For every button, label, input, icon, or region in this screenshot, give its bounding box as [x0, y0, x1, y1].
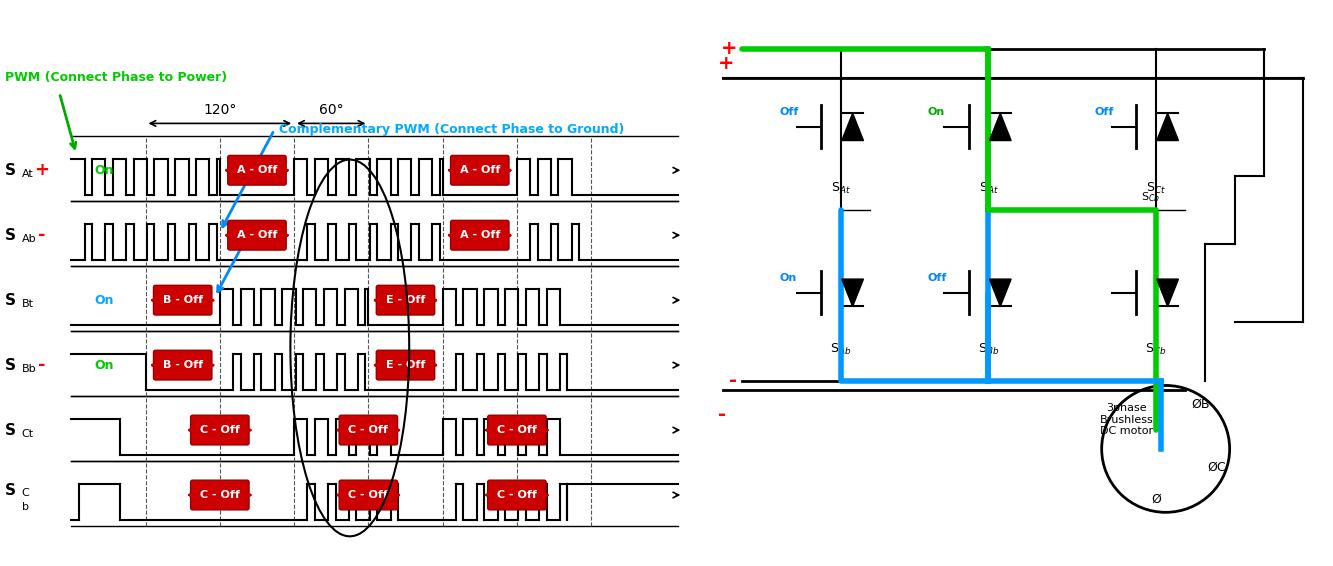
- Text: S$_{Ab}$: S$_{Ab}$: [830, 341, 852, 357]
- FancyBboxPatch shape: [451, 156, 509, 185]
- Text: C - Off: C - Off: [497, 490, 537, 500]
- Text: S: S: [5, 483, 16, 498]
- FancyBboxPatch shape: [376, 285, 435, 315]
- Text: +: +: [717, 54, 734, 73]
- Text: 120°: 120°: [203, 103, 236, 117]
- Text: Complementary PWM (Connect Phase to Ground): Complementary PWM (Connect Phase to Grou…: [279, 123, 625, 136]
- Text: B - Off: B - Off: [163, 360, 203, 370]
- Text: On: On: [95, 294, 113, 307]
- FancyBboxPatch shape: [191, 480, 249, 510]
- Text: A - Off: A - Off: [460, 165, 500, 175]
- Text: Bb: Bb: [21, 364, 36, 374]
- Text: Bt: Bt: [21, 299, 33, 309]
- FancyBboxPatch shape: [191, 415, 249, 445]
- FancyBboxPatch shape: [153, 285, 212, 315]
- Text: Off: Off: [1094, 107, 1114, 117]
- Text: A - Off: A - Off: [237, 230, 277, 240]
- Text: C - Off: C - Off: [348, 490, 388, 500]
- Text: ØB: ØB: [1190, 398, 1209, 411]
- Text: S: S: [5, 423, 16, 438]
- FancyBboxPatch shape: [451, 220, 509, 250]
- Text: At: At: [21, 169, 33, 179]
- Text: C - Off: C - Off: [348, 425, 388, 435]
- FancyBboxPatch shape: [488, 415, 547, 445]
- Text: 3phase
Brushless
DC motor: 3phase Brushless DC motor: [1100, 403, 1153, 436]
- Text: S: S: [5, 163, 16, 178]
- Text: S$_{Ct}$: S$_{Ct}$: [1146, 181, 1166, 196]
- Polygon shape: [842, 279, 864, 306]
- FancyBboxPatch shape: [228, 156, 287, 185]
- Text: S$_{At}$: S$_{At}$: [830, 181, 850, 196]
- Text: C - Off: C - Off: [497, 425, 537, 435]
- Text: S$_{Cb}$: S$_{Cb}$: [1145, 341, 1166, 357]
- Polygon shape: [1157, 279, 1178, 306]
- FancyBboxPatch shape: [228, 220, 287, 250]
- Text: S: S: [5, 228, 16, 243]
- Text: A - Off: A - Off: [460, 230, 500, 240]
- FancyBboxPatch shape: [376, 350, 435, 380]
- Polygon shape: [989, 279, 1012, 306]
- Text: 60°: 60°: [319, 103, 344, 117]
- Text: b: b: [21, 502, 29, 512]
- Text: S: S: [5, 358, 16, 372]
- Text: -: -: [37, 356, 45, 374]
- Text: S$_{At}$: S$_{At}$: [978, 181, 998, 196]
- FancyBboxPatch shape: [153, 350, 212, 380]
- Text: S$_{Bb}$: S$_{Bb}$: [978, 341, 998, 357]
- FancyBboxPatch shape: [339, 415, 397, 445]
- Text: B - Off: B - Off: [163, 295, 203, 305]
- Text: ØC: ØC: [1208, 460, 1226, 473]
- Text: C - Off: C - Off: [200, 490, 240, 500]
- Polygon shape: [1157, 113, 1178, 140]
- FancyBboxPatch shape: [339, 480, 397, 510]
- Polygon shape: [842, 113, 864, 140]
- Text: On: On: [95, 359, 113, 372]
- Text: E - Off: E - Off: [385, 295, 425, 305]
- Text: E - Off: E - Off: [385, 360, 425, 370]
- Text: PWM (Connect Phase to Power): PWM (Connect Phase to Power): [5, 71, 227, 84]
- Text: +: +: [35, 161, 49, 179]
- Text: C: C: [21, 488, 29, 498]
- Text: +: +: [721, 39, 737, 58]
- Text: A - Off: A - Off: [237, 165, 277, 175]
- Text: Off: Off: [928, 273, 946, 283]
- Polygon shape: [989, 113, 1012, 140]
- Text: S: S: [5, 293, 16, 308]
- FancyBboxPatch shape: [488, 480, 547, 510]
- Text: Ct: Ct: [21, 429, 33, 439]
- Text: On: On: [928, 107, 945, 117]
- Text: C - Off: C - Off: [200, 425, 240, 435]
- Text: Off: Off: [780, 107, 800, 117]
- Text: On: On: [95, 164, 113, 177]
- Text: -: -: [37, 226, 45, 244]
- Text: S$_{Cb}$: S$_{Cb}$: [1141, 190, 1160, 204]
- Text: Ø: Ø: [1150, 492, 1161, 505]
- Text: -: -: [729, 371, 737, 390]
- Text: Ab: Ab: [21, 234, 36, 244]
- Text: On: On: [780, 273, 797, 283]
- Text: -: -: [717, 405, 725, 424]
